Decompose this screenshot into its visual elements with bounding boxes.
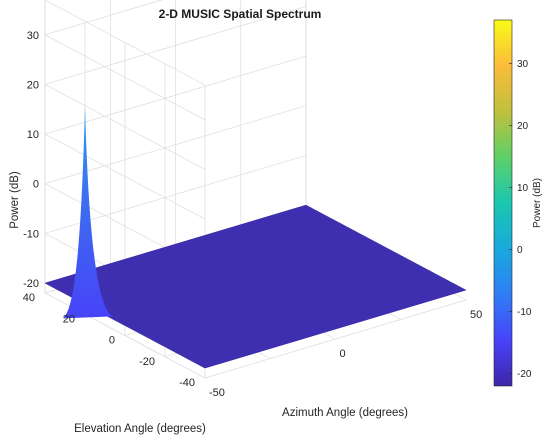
z-tick-label: 30 [27,30,39,42]
grid-line [44,0,163,36]
colorbar-tick-label: 30 [517,59,529,70]
y-tick-label: 20 [63,313,75,325]
colorbar-tick-label: 20 [517,121,529,132]
y-tick-label: 0 [109,335,115,347]
z-tick-label: -20 [23,278,39,290]
peak-spike [63,105,113,319]
x-tick-label: -50 [209,387,225,399]
z-tick-label: 0 [33,179,39,191]
y-tick-label: 40 [23,292,35,304]
colorbar: -20 -10 0 10 20 30 Power (dB) [493,19,543,387]
x-axis-label: Azimuth Angle (degrees) [282,407,408,419]
axes-3d: -20 -10 0 10 20 30 -40 -20 0 20 40 -50 0 50 [23,0,483,399]
y-tick-label: -20 [139,356,155,368]
colorbar-ticks: -20 -10 0 10 20 30 [509,59,532,380]
colorbar-tick-label: 10 [517,183,529,194]
spectrum-peak [63,105,113,319]
chart-title: 2-D MUSIC Spatial Spectrum [159,7,322,21]
grid-line [204,299,467,379]
colorbar-tick-label: -20 [517,369,532,380]
colorbar-tick-label: 0 [517,245,523,256]
z-axis-label: Power (dB) [9,171,21,229]
colorbar-tick-label: -10 [517,307,532,318]
y-tick-label: -40 [179,377,195,389]
colorbar-label: Power (dB) [532,178,543,228]
z-tick-label: 20 [27,79,39,91]
x-tick-label: 50 [470,309,482,321]
axis-ticks: -20 -10 0 10 20 30 -40 -20 0 20 40 -50 0 50 [23,30,483,399]
y-axis-label: Elevation Angle (degrees) [74,423,206,435]
z-tick-label: 10 [27,129,39,141]
x-tick-label: 0 [340,348,346,360]
z-tick-label: -10 [23,228,39,240]
colorbar-gradient [493,19,513,387]
